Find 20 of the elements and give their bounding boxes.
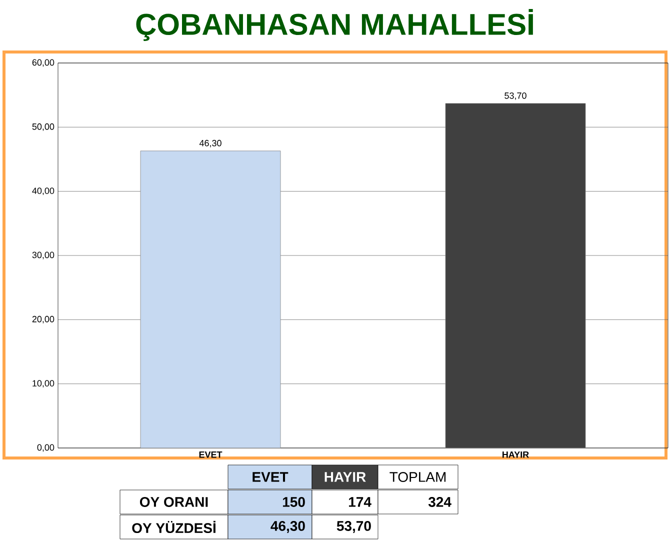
text: 174 [348,497,372,507]
text: OY ORANI [140,497,208,507]
text: TOPLAM [390,472,446,482]
text: 46,30 [270,521,305,533]
text: OY YÜZDESİ [132,520,216,534]
y-tick-label: 40,00 [32,188,54,196]
y-tick-label: 20,00 [32,316,54,324]
text: 53,70 [336,521,371,533]
text: 324 [428,497,452,507]
text: HAYIR [324,472,366,482]
chart-title: ÇOBANHASAN MAHALLESİ [136,9,533,41]
y-tick-label: 60,00 [32,59,54,67]
data-label: 53,70 [504,92,526,100]
text: EVET [252,472,288,482]
y-tick-label: 0,00 [37,444,54,452]
data-label: 46,30 [199,140,222,148]
text: 150 [282,497,305,507]
y-tick-label: 30,00 [32,252,54,260]
y-tick-label: 50,00 [32,123,54,131]
y-tick-label: 10,00 [32,380,54,388]
